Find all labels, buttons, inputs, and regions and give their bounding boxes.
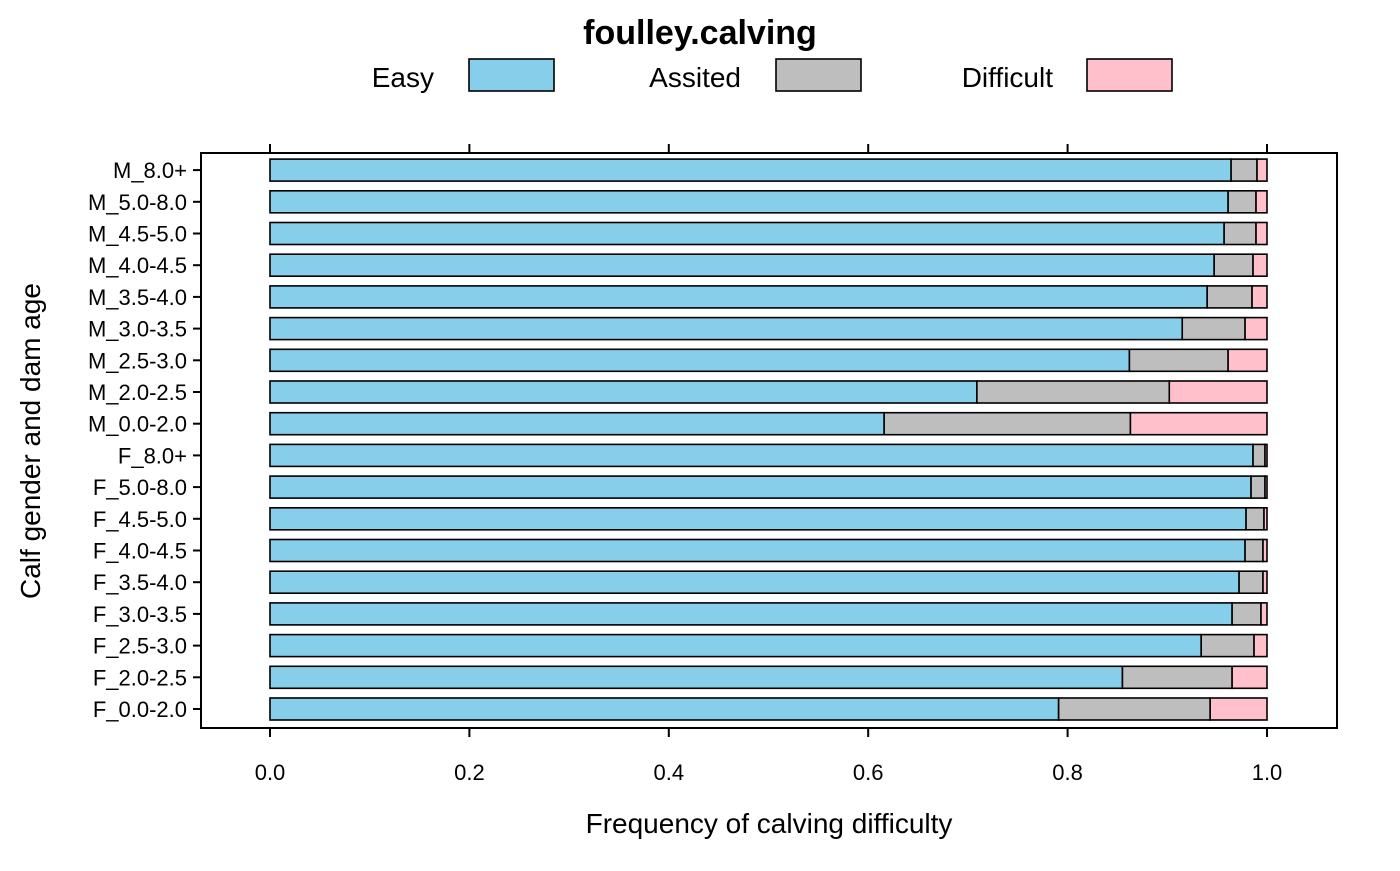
bar-easy-M_3.5-4.0 (269, 285, 1208, 309)
bar-easy-F_8.0+ (269, 443, 1254, 468)
y-tick-label: F_0.0-2.0 (93, 697, 187, 722)
bar-difficult-F_8.0+ (1264, 443, 1268, 468)
bar-difficult-M_4.0-4.5 (1252, 253, 1268, 277)
bar-assited-F_5.0-8.0 (1250, 475, 1266, 499)
bar-easy-F_5.0-8.0 (269, 475, 1252, 499)
legend-label-easy: Easy (372, 62, 434, 93)
bar-assited-M_3.5-4.0 (1206, 285, 1253, 309)
y-tick-label: M_4.5-5.0 (88, 222, 187, 247)
bar-easy-F_3.0-3.5 (269, 602, 1233, 626)
bar-assited-M_4.5-5.0 (1223, 221, 1257, 246)
panel-border (200, 152, 1338, 729)
bar-easy-M_2.5-3.0 (269, 348, 1131, 373)
legend-label-difficult: Difficult (962, 62, 1054, 93)
bar-easy-M_3.0-3.5 (269, 316, 1184, 341)
bar-easy-F_4.0-4.5 (269, 538, 1246, 563)
x-axis-title: Frequency of calving difficulty (586, 808, 953, 839)
y-tick-label: F_2.5-3.0 (93, 634, 187, 659)
bar-easy-M_4.5-5.0 (269, 221, 1225, 246)
y-axis: F_0.0-2.0 F_2.0-2.5 F_2.5-3.0 F_3.0-3.5 F_3.… (88, 158, 201, 722)
plot-area (200, 152, 1338, 729)
y-tick-label: M_5.0-8.0 (88, 190, 187, 215)
x-tick-label: 0.0 (255, 760, 286, 785)
bar-difficult-M_5.0-8.0 (1255, 190, 1268, 214)
bar-assited-M_2.0-2.5 (976, 380, 1171, 404)
y-tick-label: F_2.0-2.5 (93, 665, 187, 690)
y-tick-label: M_0.0-2.0 (88, 412, 187, 437)
bar-difficult-F_4.5-5.0 (1263, 506, 1268, 531)
bar-easy-M_5.0-8.0 (269, 190, 1229, 214)
bar-assited-F_3.5-4.0 (1238, 570, 1264, 595)
bar-difficult-F_4.0-4.5 (1262, 538, 1268, 563)
bar-difficult-F_2.0-2.5 (1231, 665, 1268, 690)
bar-easy-M_0.0-2.0 (269, 411, 885, 436)
x-tick-label: 0.8 (1052, 760, 1083, 785)
bar-easy-F_3.5-4.0 (269, 570, 1240, 595)
y-tick-label: M_8.0+ (113, 158, 187, 183)
bar-difficult-M_4.5-5.0 (1255, 221, 1268, 246)
bar-assited-M_4.0-4.5 (1213, 253, 1254, 277)
legend: Easy Assited Difficult (372, 58, 1173, 93)
bar-difficult-M_8.0+ (1256, 158, 1268, 182)
x-tick-label: 1.0 (1252, 760, 1283, 785)
legend-label-assited: Assited (649, 62, 741, 93)
y-tick-label: M_3.0-3.5 (88, 317, 187, 342)
bar-assited-M_8.0+ (1230, 158, 1258, 182)
chart-title: foulley.calving (583, 14, 817, 52)
bar-assited-F_4.0-4.5 (1244, 538, 1264, 563)
bar-easy-M_8.0+ (269, 158, 1232, 182)
y-tick-label: M_4.0-4.5 (88, 253, 187, 278)
bar-assited-F_2.0-2.5 (1121, 665, 1233, 690)
y-tick-label: F_3.0-3.5 (93, 602, 187, 627)
bar-difficult-F_0.0-2.0 (1209, 697, 1268, 721)
y-tick-label: M_2.0-2.5 (88, 380, 187, 405)
bar-easy-F_4.5-5.0 (269, 506, 1247, 531)
bar-difficult-M_3.0-3.5 (1244, 316, 1268, 341)
y-tick-label: M_2.5-3.0 (88, 348, 187, 373)
bar-difficult-F_2.5-3.0 (1253, 633, 1268, 658)
x-tick-label: 0.6 (853, 760, 884, 785)
bar-assited-M_2.5-3.0 (1128, 348, 1229, 373)
bar-difficult-M_3.5-4.0 (1251, 285, 1268, 309)
bar-difficult-M_2.5-3.0 (1227, 348, 1268, 373)
x-tick-label: 0.2 (454, 760, 485, 785)
x-tick-label: 0.4 (654, 760, 685, 785)
bar-easy-M_4.0-4.5 (269, 253, 1215, 277)
bar-difficult-F_3.5-4.0 (1262, 570, 1268, 595)
bar-difficult-M_2.0-2.5 (1168, 380, 1268, 404)
bar-assited-F_2.5-3.0 (1200, 633, 1255, 658)
bar-difficult-F_3.0-3.5 (1260, 602, 1268, 626)
legend-swatch-difficult (1086, 58, 1173, 92)
y-tick-label: F_3.5-4.0 (93, 570, 187, 595)
bar-easy-F_2.0-2.5 (269, 665, 1124, 690)
bar-easy-F_2.5-3.0 (269, 633, 1202, 658)
bar-difficult-F_5.0-8.0 (1264, 475, 1268, 499)
y-tick-label: F_8.0+ (118, 443, 187, 468)
y-axis-title: Calf gender and dam age (15, 283, 46, 599)
legend-swatch-easy (468, 58, 555, 92)
x-axis: 0.0 0.2 0.4 0.6 0.8 1.0 (255, 144, 1283, 785)
y-tick-label: F_4.5-5.0 (93, 507, 187, 532)
bar-assited-F_8.0+ (1252, 443, 1266, 468)
legend-swatch-assited (775, 58, 862, 92)
bar-difficult-M_0.0-2.0 (1129, 411, 1268, 436)
bar-assited-M_3.0-3.5 (1181, 316, 1246, 341)
y-tick-label: M_3.5-4.0 (88, 285, 187, 310)
bar-easy-F_0.0-2.0 (269, 697, 1060, 721)
bar-assited-M_5.0-8.0 (1227, 190, 1257, 214)
bar-assited-F_4.5-5.0 (1245, 506, 1265, 531)
y-tick-label: F_4.0-4.5 (93, 539, 187, 564)
bar-assited-M_0.0-2.0 (883, 411, 1132, 436)
bar-easy-M_2.0-2.5 (269, 380, 978, 404)
bar-assited-F_0.0-2.0 (1057, 697, 1211, 721)
y-tick-label: F_5.0-8.0 (93, 475, 187, 500)
bar-assited-F_3.0-3.5 (1231, 602, 1262, 626)
